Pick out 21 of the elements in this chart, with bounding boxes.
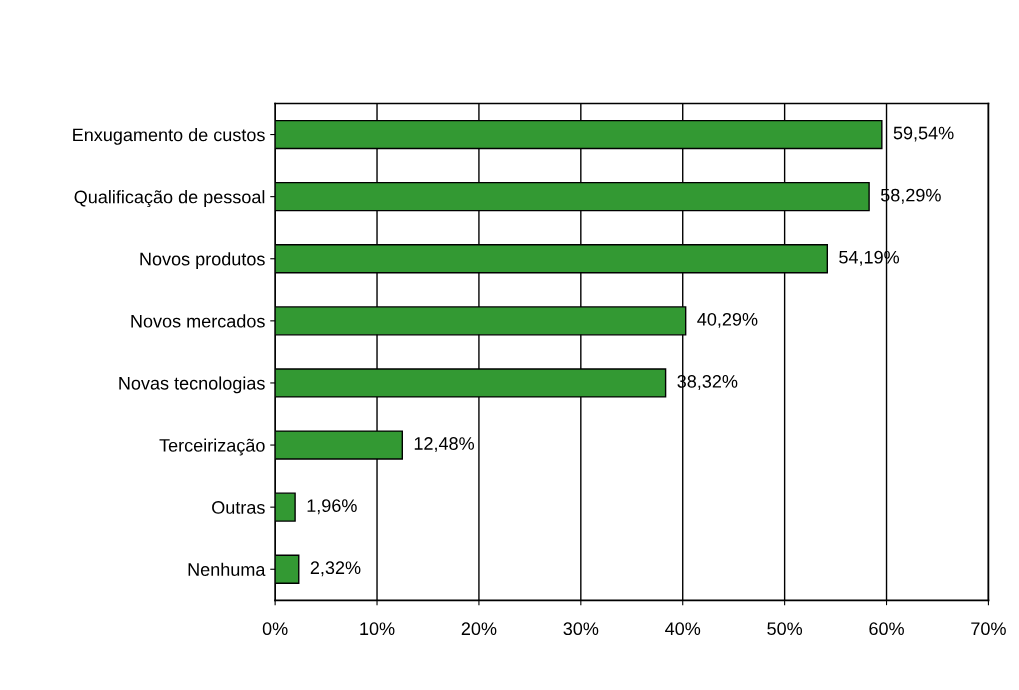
x-tick-label: 10%: [360, 622, 395, 636]
y-tick-label: Qualificação de pessoal: [74, 190, 265, 208]
x-tick-label: 30%: [563, 622, 599, 636]
y-tick-label: Novos produtos: [140, 252, 265, 270]
y-tick-label: Nenhuma: [188, 562, 266, 576]
y-tick-label: Enxugamento de custos: [73, 128, 265, 145]
data-label: 59,54%: [893, 126, 954, 142]
data-label: 12,48%: [414, 437, 475, 453]
data-label: 1,96%: [307, 499, 357, 515]
y-tick-label: Novos mercados: [131, 314, 265, 328]
x-tick-label: 50%: [767, 622, 803, 636]
data-label: 2,32%: [310, 561, 361, 577]
x-tick-label: 40%: [665, 622, 701, 636]
x-tick-label: 0%: [262, 622, 288, 636]
x-tick-label: 70%: [971, 622, 1006, 636]
y-tick-label: Outras: [212, 501, 265, 514]
data-label: 40,29%: [697, 312, 758, 328]
x-tick-label: 20%: [461, 622, 497, 636]
y-tick-label: Novas tecnologias: [119, 376, 265, 394]
x-tick-label: 60%: [869, 622, 904, 636]
y-tick-label: Terceirização: [159, 438, 265, 456]
